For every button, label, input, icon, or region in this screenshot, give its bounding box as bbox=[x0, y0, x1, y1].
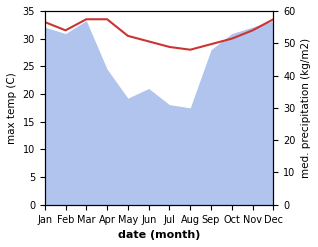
Y-axis label: med. precipitation (kg/m2): med. precipitation (kg/m2) bbox=[301, 38, 311, 178]
Y-axis label: max temp (C): max temp (C) bbox=[7, 72, 17, 144]
X-axis label: date (month): date (month) bbox=[118, 230, 200, 240]
